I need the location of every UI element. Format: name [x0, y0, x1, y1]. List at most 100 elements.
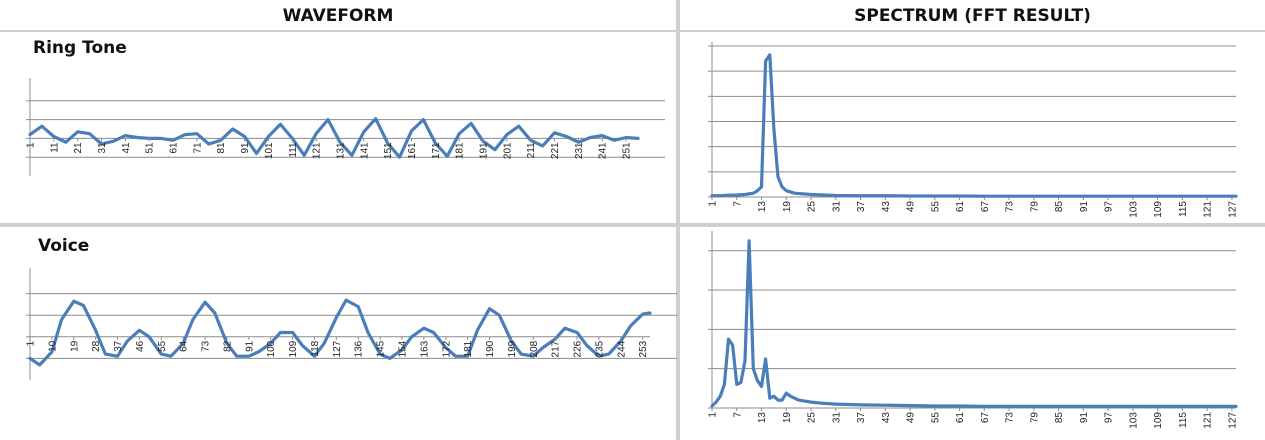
- x-tick-label: 235: [594, 340, 605, 357]
- x-tick-label: 71: [192, 142, 203, 154]
- x-tick-label: 231: [574, 142, 585, 159]
- x-tick-label: 55: [930, 201, 941, 213]
- x-tick-label: 109: [1153, 201, 1164, 218]
- x-tick-label: 37: [856, 201, 867, 213]
- x-tick-label: 37: [113, 340, 124, 352]
- x-tick-label: 43: [881, 201, 892, 213]
- x-tick-label: 226: [573, 340, 584, 357]
- x-tick-label: 145: [376, 340, 387, 357]
- x-tick-label: 172: [441, 340, 452, 357]
- x-tick-label: 25: [807, 412, 818, 424]
- x-tick-label: 46: [135, 340, 146, 352]
- x-tick-label: 97: [1104, 412, 1115, 424]
- x-tick-label: 253: [638, 340, 649, 357]
- x-tick-label: 97: [1104, 201, 1115, 213]
- x-tick-label: 67: [980, 201, 991, 213]
- x-tick-label: 31: [831, 412, 842, 424]
- x-tick-label: 37: [856, 412, 867, 424]
- x-tick-label: 61: [955, 412, 966, 424]
- x-tick-label: 127: [1227, 201, 1238, 218]
- x-tick-label: 199: [507, 340, 518, 357]
- x-tick-label: 19: [782, 201, 793, 213]
- x-tick-label: 55: [930, 412, 941, 424]
- x-tick-label: 154: [398, 340, 409, 357]
- x-tick-label: 181: [455, 142, 466, 159]
- x-tick-label: 51: [145, 142, 156, 154]
- x-tick-label: 201: [502, 142, 513, 159]
- x-tick-label: 91: [244, 340, 255, 352]
- x-tick-label: 208: [529, 340, 540, 357]
- x-tick-label: 91: [240, 142, 251, 154]
- voice-label: Voice: [38, 236, 90, 256]
- x-tick-label: 49: [906, 201, 917, 213]
- x-tick-label: 111: [288, 142, 299, 158]
- x-tick-label: 103: [1128, 201, 1139, 218]
- x-tick-label: 127: [332, 340, 343, 357]
- spectrum-header: SPECTRUM (FFT RESULT): [680, 0, 1265, 32]
- ring-tone-label: Ring Tone: [33, 38, 127, 58]
- x-tick-label: 161: [407, 142, 418, 159]
- x-tick-label: 43: [881, 412, 892, 424]
- x-tick-label: 7: [732, 201, 743, 207]
- series-line: [710, 239, 1238, 408]
- x-tick-label: 190: [485, 340, 496, 357]
- x-tick-label: 163: [419, 340, 430, 357]
- x-tick-label: 118: [310, 340, 321, 356]
- x-tick-label: 79: [1029, 412, 1040, 424]
- x-tick-label: 100: [266, 340, 277, 357]
- x-tick-label: 121: [1203, 412, 1214, 429]
- x-tick-label: 19: [782, 412, 793, 424]
- x-tick-label: 244: [616, 340, 627, 357]
- x-tick-label: 151: [383, 142, 394, 159]
- x-tick-label: 67: [980, 412, 991, 424]
- x-tick-label: 85: [1054, 201, 1065, 213]
- x-tick-label: 191: [479, 142, 490, 159]
- x-tick-label: 13: [757, 201, 768, 213]
- column-separator: [676, 0, 680, 440]
- x-tick-label: 49: [906, 412, 917, 424]
- x-tick-label: 91: [1079, 201, 1090, 213]
- x-tick-label: 91: [1079, 412, 1090, 424]
- x-tick-label: 1: [708, 412, 719, 418]
- x-tick-label: 109: [1153, 412, 1164, 429]
- x-tick-label: 73: [1005, 412, 1016, 424]
- x-tick-label: 251: [622, 142, 633, 159]
- x-tick-label: 61: [169, 142, 180, 154]
- x-tick-label: 64: [179, 340, 190, 352]
- x-tick-label: 127: [1227, 412, 1238, 429]
- x-tick-label: 73: [201, 340, 212, 352]
- x-tick-label: 85: [1054, 412, 1065, 424]
- x-tick-label: 55: [157, 340, 168, 352]
- x-tick-label: 136: [354, 340, 365, 357]
- x-tick-label: 1: [26, 340, 37, 346]
- x-tick-label: 115: [1178, 412, 1189, 428]
- x-tick-label: 79: [1029, 201, 1040, 213]
- x-tick-label: 13: [757, 412, 768, 424]
- x-tick-label: 211: [526, 142, 537, 158]
- x-tick-label: 101: [264, 142, 275, 159]
- series-line: [710, 53, 1238, 198]
- series-line: [28, 117, 640, 159]
- x-tick-label: 115: [1178, 201, 1189, 217]
- x-tick-label: 181: [463, 340, 474, 357]
- x-tick-label: 141: [359, 142, 370, 159]
- x-tick-label: 73: [1005, 201, 1016, 213]
- x-tick-label: 82: [222, 340, 233, 352]
- x-tick-label: 1: [26, 142, 37, 148]
- x-tick-label: 81: [216, 142, 227, 154]
- x-tick-label: 131: [335, 142, 346, 159]
- x-tick-label: 103: [1128, 412, 1139, 429]
- series-line: [28, 298, 652, 367]
- row-separator: [0, 223, 1265, 227]
- x-tick-label: 241: [598, 142, 609, 159]
- waveform-header: WAVEFORM: [0, 0, 676, 32]
- x-tick-label: 10: [47, 340, 58, 352]
- x-tick-label: 1: [708, 201, 719, 207]
- x-tick-label: 41: [121, 142, 132, 154]
- x-tick-label: 31: [97, 142, 108, 154]
- x-tick-label: 19: [69, 340, 80, 352]
